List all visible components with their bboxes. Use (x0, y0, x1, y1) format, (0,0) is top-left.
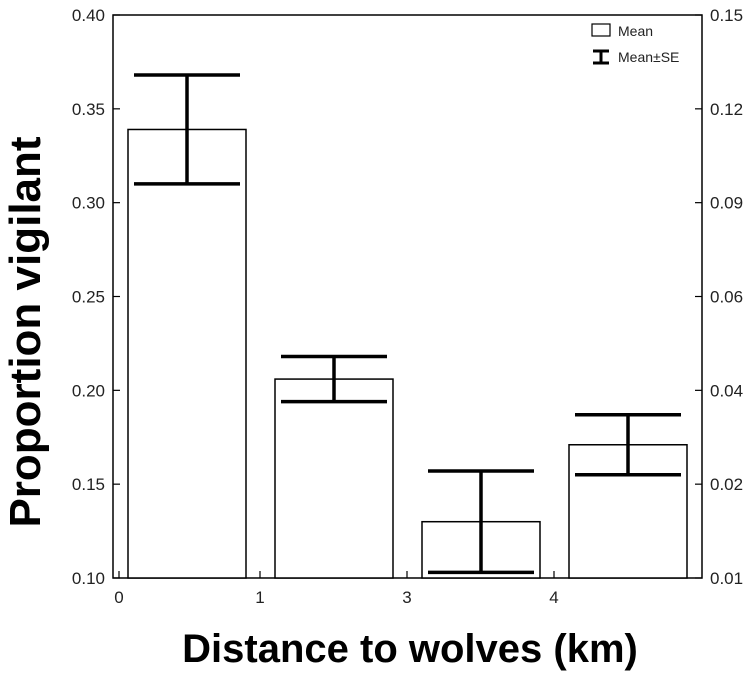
x-tick-label: 0 (114, 588, 123, 607)
y-tick-label-left: 0.10 (72, 569, 105, 588)
legend-mean-swatch (591, 23, 611, 37)
y-tick-label-right: 0.01 (710, 569, 743, 588)
x-tick-label: 4 (549, 588, 558, 607)
x-tick-label: 3 (402, 588, 411, 607)
y-tick-label-left: 0.25 (72, 288, 105, 307)
right-axis-ticks: 0.01 0.02 0.04 0.06 0.09 0.12 0.15 (695, 6, 743, 588)
legend: Mean Mean±SE (591, 23, 679, 65)
bar (127, 128, 247, 579)
y-tick-label-left: 0.20 (72, 381, 105, 400)
y-tick-label-right: 0.15 (710, 6, 743, 25)
y-tick-label-right: 0.12 (710, 100, 743, 119)
y-tick-label-left: 0.30 (72, 194, 105, 213)
y-tick-label-right: 0.02 (710, 475, 743, 494)
x-axis-ticks: 0 1 3 4 (114, 571, 559, 607)
y-tick-label-right: 0.04 (710, 381, 743, 400)
bar-group (127, 128, 688, 579)
y-tick-label-left: 0.15 (72, 475, 105, 494)
y-tick-label-left: 0.40 (72, 6, 105, 25)
error-bar (428, 469, 534, 575)
legend-mean-label: Mean (618, 23, 653, 39)
y-tick-label-left: 0.35 (72, 100, 105, 119)
bar (274, 378, 394, 579)
y-tick-label-right: 0.09 (710, 194, 743, 213)
error-bar (575, 412, 681, 477)
error-bar-group (134, 73, 681, 575)
error-bar (281, 354, 387, 404)
y-axis-title: Proportion vigilant (1, 136, 50, 527)
x-axis-title: Distance to wolves (km) (182, 627, 638, 671)
x-tick-label: 1 (255, 588, 264, 607)
y-tick-label-right: 0.06 (710, 288, 743, 307)
error-bar (134, 73, 240, 186)
left-axis-ticks: 0.10 0.15 0.20 0.25 0.30 0.35 0.40 (72, 6, 120, 588)
legend-se-label: Mean±SE (618, 49, 679, 65)
